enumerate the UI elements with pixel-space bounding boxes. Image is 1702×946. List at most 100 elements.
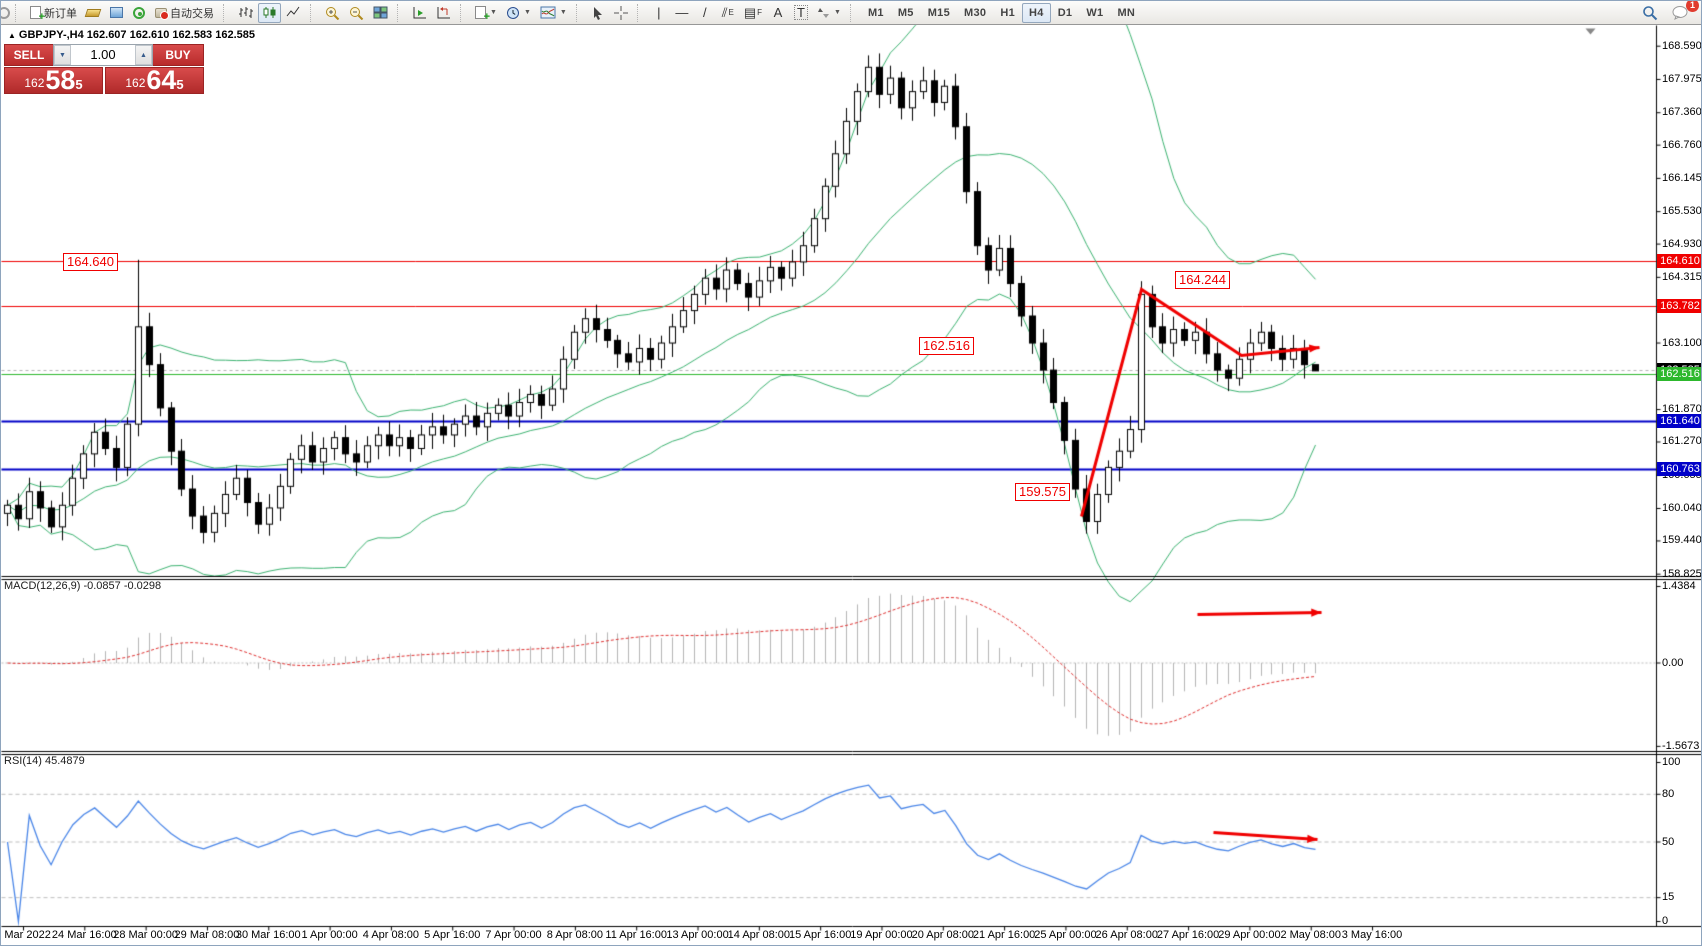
indicators-icon: [540, 6, 556, 19]
new-chart-icon: +: [475, 6, 490, 23]
price-annotation-162.516[interactable]: 162.516: [919, 337, 974, 355]
timeframe-MN[interactable]: MN: [1117, 6, 1136, 19]
timeframe-D1[interactable]: D1: [1057, 6, 1073, 19]
new-chart-button[interactable]: + ▼: [471, 3, 501, 23]
price-tick-label: 164.315: [1662, 270, 1702, 283]
line-chart-button[interactable]: [282, 3, 305, 23]
price-tick-label: 158.825: [1662, 567, 1702, 580]
price-annotation-164.640[interactable]: 164.640: [63, 253, 118, 271]
macd-axis-label: 1.4384: [1662, 579, 1696, 592]
label-tool[interactable]: T: [790, 3, 812, 23]
text-tool[interactable]: A: [767, 3, 789, 23]
search-button[interactable]: [1638, 3, 1662, 23]
time-tick-label: 19 Apr 00:00: [850, 929, 913, 941]
tile-windows-button[interactable]: [369, 3, 392, 23]
auto-trading-icon: [155, 7, 169, 20]
sell-price-display[interactable]: 162 58 5: [4, 67, 103, 94]
price-annotation-159.575[interactable]: 159.575: [1015, 483, 1070, 501]
timeframe-H1[interactable]: H1: [1000, 6, 1016, 19]
sell-price-sup: 5: [75, 77, 83, 92]
zoom-in-button[interactable]: [321, 3, 344, 23]
price-badge-164.610: 164.610: [1657, 253, 1701, 268]
gold-icon: [84, 8, 102, 17]
time-tick-label: 29 Mar 08:00: [174, 929, 240, 941]
horizontal-line-tool[interactable]: —: [671, 3, 693, 23]
price-tick-label: 160.040: [1662, 501, 1702, 514]
time-tick-label: 25 Apr 00:00: [1034, 929, 1097, 941]
volume-box: ▼ 1.00 ▲: [53, 44, 153, 66]
sell-price-big: 58: [45, 65, 76, 95]
rsi-axis-label: 0: [1662, 915, 1669, 927]
time-tick-label: 3 Mar 2022: [0, 929, 51, 941]
time-tick-label: 27 Apr 16:00: [1156, 929, 1220, 941]
timeframe-M5[interactable]: M5: [897, 6, 914, 19]
rsi-label: RSI(14) 45.4879: [4, 755, 85, 767]
timeframe-W1[interactable]: W1: [1086, 6, 1104, 19]
tile-windows-icon: [373, 6, 388, 19]
text-tool-icon: A: [773, 5, 783, 20]
macd-axis-label: 0.00: [1662, 656, 1684, 669]
crosshair-icon: [613, 5, 628, 20]
bar-chart-button[interactable]: [234, 3, 257, 23]
new-order-button[interactable]: + 新订单: [26, 3, 81, 23]
zoom-out-button[interactable]: [345, 3, 368, 23]
buy-price-display[interactable]: 162 64 5: [105, 67, 204, 94]
periods-button[interactable]: ▼: [502, 3, 535, 23]
timeframe-M30[interactable]: M30: [964, 6, 987, 19]
data-window-icon[interactable]: [1, 6, 10, 19]
channel-sub-label: E: [728, 8, 734, 17]
cursor-button[interactable]: [587, 3, 609, 23]
line-chart-icon: [286, 6, 300, 17]
trendline-tool[interactable]: /: [694, 3, 716, 23]
timeframe-H4[interactable]: H4: [1022, 2, 1051, 23]
web-terminal-button[interactable]: [105, 3, 127, 23]
timeframe-M15[interactable]: M15: [927, 6, 951, 19]
comment-icon: [1672, 6, 1688, 20]
one-click-trading-panel: SELL ▼ 1.00 ▲ BUY 162 58 5 162 64 5: [4, 44, 204, 94]
arrows-tool[interactable]: ▼: [813, 3, 845, 23]
time-tick-label: 28 Mar 00:00: [113, 929, 179, 941]
fibonacci-icon: ▤: [743, 5, 757, 20]
time-tick-label: 1 Apr 00:00: [301, 929, 358, 941]
fibonacci-tool[interactable]: ▤ F: [740, 3, 766, 23]
timeframe-M1[interactable]: M1: [867, 6, 884, 19]
notifications-button[interactable]: 1: [1668, 1, 1699, 23]
chart-shift-button[interactable]: [432, 3, 455, 23]
time-tick-label: 21 Apr 16:00: [972, 929, 1036, 941]
volume-value[interactable]: 1.00: [90, 47, 116, 62]
indicators-button[interactable]: ▼: [536, 3, 571, 23]
price-tick-label: 166.145: [1662, 171, 1702, 184]
time-tick-label: 29 Apr 00:00: [1218, 929, 1281, 941]
new-order-label: 新订单: [44, 7, 77, 20]
signals-icon: [133, 6, 145, 19]
candlestick-chart-button[interactable]: [258, 2, 281, 23]
trendline-icon: /: [703, 5, 707, 20]
price-tick-label: 159.440: [1662, 534, 1702, 547]
time-tick-label: 4 Apr 08:00: [362, 929, 420, 941]
label-tool-icon: T: [794, 5, 808, 20]
time-tick-label: 15 Apr 16:00: [788, 929, 852, 941]
buy-button[interactable]: BUY: [153, 44, 204, 66]
volume-down-button[interactable]: ▼: [54, 45, 71, 65]
sell-button[interactable]: SELL: [4, 44, 53, 66]
price-annotation-164.244[interactable]: 164.244: [1175, 271, 1230, 289]
auto-trading-button[interactable]: 自动交易: [151, 3, 218, 23]
price-badge-163.782: 163.782: [1657, 298, 1701, 313]
crosshair-button[interactable]: [610, 3, 632, 23]
macd-axis-label: -1.5673: [1662, 739, 1700, 752]
vertical-line-tool[interactable]: |: [648, 3, 670, 23]
equidistant-channel-tool[interactable]: ⫽ E: [717, 3, 739, 23]
auto-scroll-button[interactable]: [408, 3, 431, 23]
timeframe-bar: M1 M5 M15 M30 H1 H4 D1 W1 MN: [861, 2, 1142, 23]
collapse-triangle-icon[interactable]: ▲: [8, 31, 16, 40]
price-tick-label: 161.270: [1662, 435, 1702, 448]
time-tick-label: 7 Apr 00:00: [485, 929, 542, 941]
volume-up-button[interactable]: ▲: [135, 45, 152, 65]
gold-button[interactable]: [82, 3, 104, 23]
signals-button[interactable]: [128, 3, 150, 23]
price-tick-label: 166.760: [1662, 138, 1702, 151]
price-badge-160.763: 160.763: [1657, 461, 1701, 476]
rsi-axis-label: 100: [1662, 756, 1681, 768]
